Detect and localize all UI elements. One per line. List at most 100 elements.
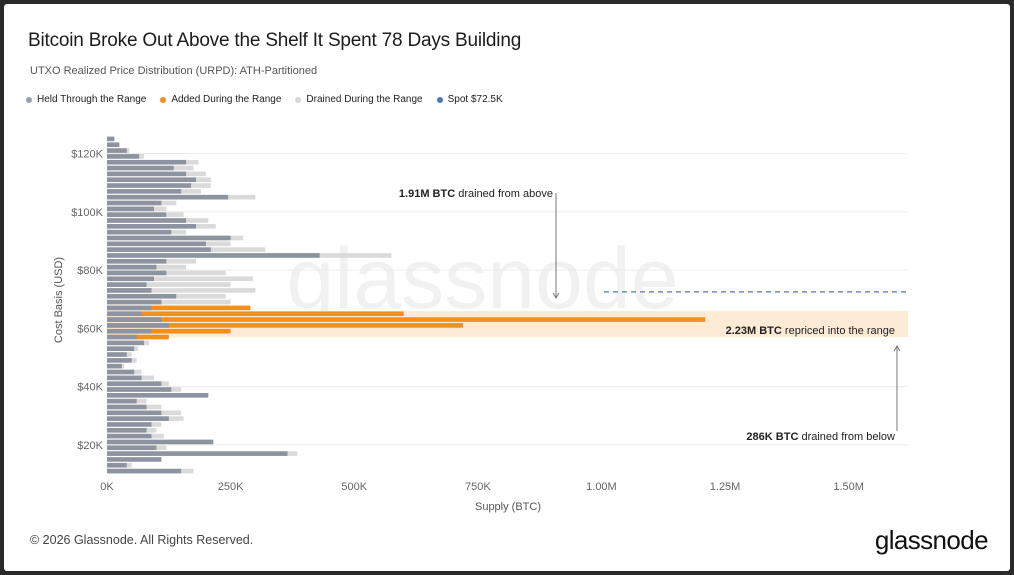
bar-held: [107, 305, 152, 311]
bar-held: [107, 229, 172, 235]
bar-held: [107, 422, 152, 427]
bar-held: [107, 194, 229, 200]
annotation-repriced: 2.23M BTC repriced into the range: [726, 325, 895, 337]
bar-added: [107, 334, 169, 340]
legend-item-spot: Spot $72.5K: [436, 94, 503, 105]
bar-held: [107, 404, 147, 410]
bar-held: [107, 264, 157, 270]
bar-held: [107, 288, 152, 293]
annotation-drained-below-value: 286K BTC: [746, 431, 798, 443]
legend-item-held: Held Through the Range: [26, 94, 146, 105]
bar-drained: [107, 276, 253, 282]
bar-held: [107, 462, 127, 468]
annotation-repriced-value: 2.23M BTC: [726, 325, 782, 337]
bar-held: [107, 142, 120, 148]
chart-card: Bitcoin Broke Out Above the Shelf It Spe…: [4, 4, 1010, 571]
annotation-drained-above-text: drained from above: [455, 188, 553, 200]
annotation-drained-below-text: drained from below: [798, 431, 895, 443]
bar-added: [107, 317, 706, 322]
bar-drained: [107, 288, 256, 293]
annotation-drained-above-value: 1.91M BTC: [399, 188, 455, 200]
brand-logo: glassnode: [874, 525, 989, 555]
bar-held: [107, 253, 320, 258]
bar-held: [107, 352, 127, 357]
bar-held: [107, 189, 182, 194]
bar-held: [107, 340, 145, 346]
y-tick-label: $20K: [77, 440, 103, 452]
bar-held: [107, 282, 147, 287]
bar-held: [107, 270, 167, 276]
legend: Held Through the Range Added During the …: [26, 94, 503, 105]
bar-held: [107, 358, 132, 363]
x-tick-label: 1.25M: [710, 481, 741, 493]
bar-held: [107, 154, 140, 159]
x-tick-label: 250K: [218, 481, 244, 493]
arrow-drained-below-head: [893, 345, 901, 352]
legend-label-added: Added During the Range: [171, 94, 282, 105]
bar-held: [107, 427, 147, 433]
bar-held: [107, 323, 169, 328]
bar-held: [107, 457, 162, 462]
bar-added: [107, 305, 251, 311]
bar-held: [107, 171, 187, 177]
bar-held: [107, 398, 137, 404]
arrow-drained-above-head: [552, 292, 560, 299]
legend-label-held: Held Through the Range: [37, 94, 147, 105]
x-tick-label: 1.50M: [833, 481, 864, 493]
bar-added: [107, 328, 231, 334]
chart-title: Bitcoin Broke Out Above the Shelf It Spe…: [28, 30, 522, 51]
bar-drained: [107, 282, 231, 287]
bar-held: [107, 346, 135, 352]
bar-added: [107, 311, 404, 317]
x-tick-label: 0K: [100, 481, 114, 493]
bar-held: [107, 317, 162, 322]
bar-held: [107, 177, 196, 183]
bar-held: [107, 363, 122, 369]
bar-added: [107, 323, 463, 328]
bar-held: [107, 328, 152, 334]
bar-held: [107, 375, 142, 381]
x-tick-label: 750K: [465, 481, 491, 493]
chart-subtitle: UTXO Realized Price Distribution (URPD):…: [30, 65, 318, 77]
legend-item-added: Added During the Range: [160, 94, 281, 105]
bar-held: [107, 439, 214, 445]
bar-drained: [107, 299, 231, 305]
bar-held: [107, 212, 167, 217]
bar-held: [107, 381, 162, 386]
bar-held: [107, 218, 187, 223]
y-tick-label: $100K: [71, 207, 103, 219]
bar-held: [107, 200, 162, 206]
y-tick-label: $120K: [71, 148, 103, 160]
bar-held: [107, 247, 211, 252]
bar-held: [107, 276, 154, 282]
bar-held: [107, 293, 177, 299]
bar-held: [107, 258, 167, 264]
bar-held: [107, 410, 162, 416]
bar-held: [107, 159, 187, 165]
bar-held: [107, 148, 127, 153]
bar-held: [107, 311, 142, 317]
bar-held: [107, 468, 182, 474]
bar-held: [107, 445, 157, 451]
legend-label-drained: Drained During the Range: [306, 94, 423, 105]
bar-held: [107, 165, 174, 171]
bar-held: [107, 235, 231, 241]
x-axis-title: Supply (BTC): [475, 501, 541, 513]
bar-held: [107, 241, 206, 247]
legend-dot-spot: [436, 96, 443, 103]
legend-dot-added: [160, 96, 167, 103]
y-axis-title: Cost Basis (USD): [53, 257, 65, 343]
bar-held: [107, 387, 172, 392]
y-tick-label: $60K: [77, 323, 103, 335]
copyright-footer: © 2026 Glassnode. All Rights Reserved.: [30, 533, 254, 547]
y-tick-label: $40K: [77, 382, 103, 394]
bar-held: [107, 393, 209, 398]
annotation-drained-above: 1.91M BTC drained from above: [399, 188, 553, 200]
bar-held: [107, 416, 169, 421]
bar-held: [107, 451, 288, 456]
bar-held: [107, 299, 162, 305]
x-tick-label: 500K: [341, 481, 367, 493]
annotation-drained-below: 286K BTC drained from below: [746, 431, 895, 443]
legend-label-spot: Spot $72.5K: [447, 94, 503, 105]
